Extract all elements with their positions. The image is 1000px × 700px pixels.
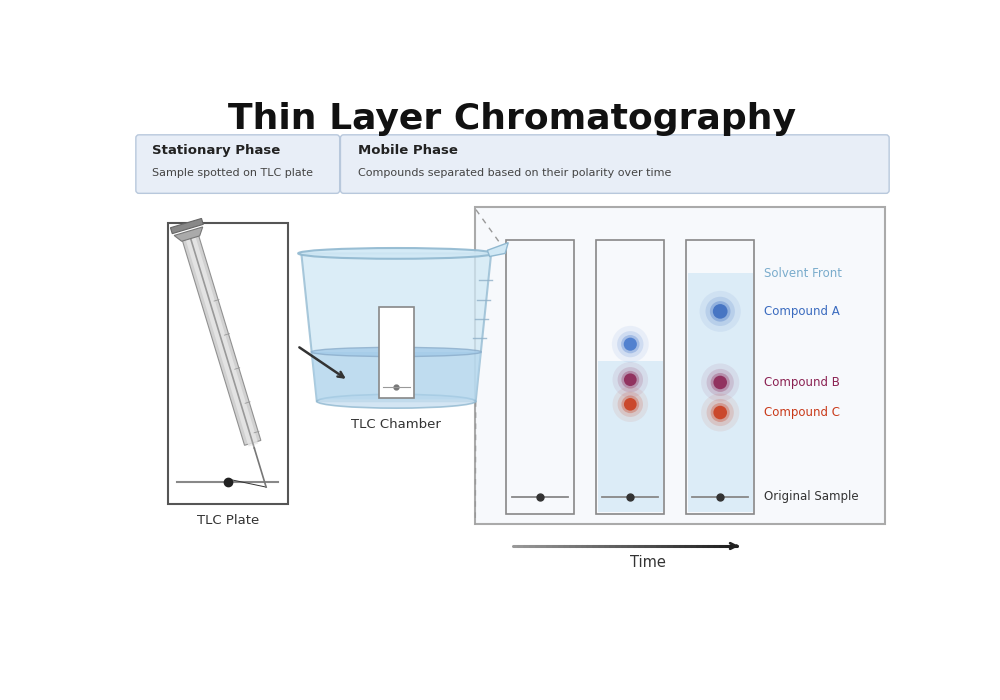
Text: Compound C: Compound C [764,406,840,419]
Circle shape [618,392,643,417]
Circle shape [617,331,643,357]
Text: TLC Chamber: TLC Chamber [351,418,441,430]
Polygon shape [170,218,203,234]
Circle shape [624,373,637,386]
Circle shape [713,376,727,389]
Ellipse shape [298,248,494,259]
Ellipse shape [317,394,476,408]
Text: Compound A: Compound A [764,305,840,318]
Text: Stationary Phase: Stationary Phase [152,144,280,157]
Ellipse shape [311,347,481,356]
Circle shape [710,301,731,321]
Bar [596,240,664,514]
Circle shape [713,304,728,318]
Bar [379,307,414,398]
Bar [506,240,574,514]
Circle shape [705,297,735,326]
Circle shape [707,369,734,396]
Circle shape [624,398,637,411]
Circle shape [621,371,639,388]
Circle shape [700,291,741,332]
FancyBboxPatch shape [340,135,889,193]
Bar [475,207,885,524]
Text: Solvent Front: Solvent Front [764,267,842,279]
Circle shape [707,399,734,426]
Text: Compounds separated based on their polarity over time: Compounds separated based on their polar… [358,167,671,178]
Polygon shape [311,352,481,400]
Text: Compound B: Compound B [764,376,840,389]
Text: Sample spotted on TLC plate: Sample spotted on TLC plate [152,167,313,178]
Text: TLC Plate: TLC Plate [197,514,259,527]
Circle shape [701,363,739,401]
Circle shape [618,367,643,392]
Polygon shape [182,235,261,445]
Circle shape [624,337,637,351]
Text: Original Sample: Original Sample [764,490,859,503]
Circle shape [613,362,648,398]
Polygon shape [487,243,508,256]
Bar [598,360,663,512]
Bar [686,240,754,514]
Circle shape [621,395,639,413]
Bar [168,223,288,504]
Circle shape [612,326,649,363]
Circle shape [713,406,727,419]
FancyBboxPatch shape [136,135,340,193]
Circle shape [621,335,640,354]
Bar [688,273,753,512]
Circle shape [711,403,730,422]
Text: Time: Time [630,555,666,570]
Circle shape [701,393,739,431]
Polygon shape [301,253,491,401]
Text: Thin Layer Chromatography: Thin Layer Chromatography [228,102,796,136]
Polygon shape [186,237,258,447]
Polygon shape [174,227,203,242]
Text: Mobile Phase: Mobile Phase [358,144,457,157]
Circle shape [711,373,730,392]
Circle shape [613,386,648,422]
